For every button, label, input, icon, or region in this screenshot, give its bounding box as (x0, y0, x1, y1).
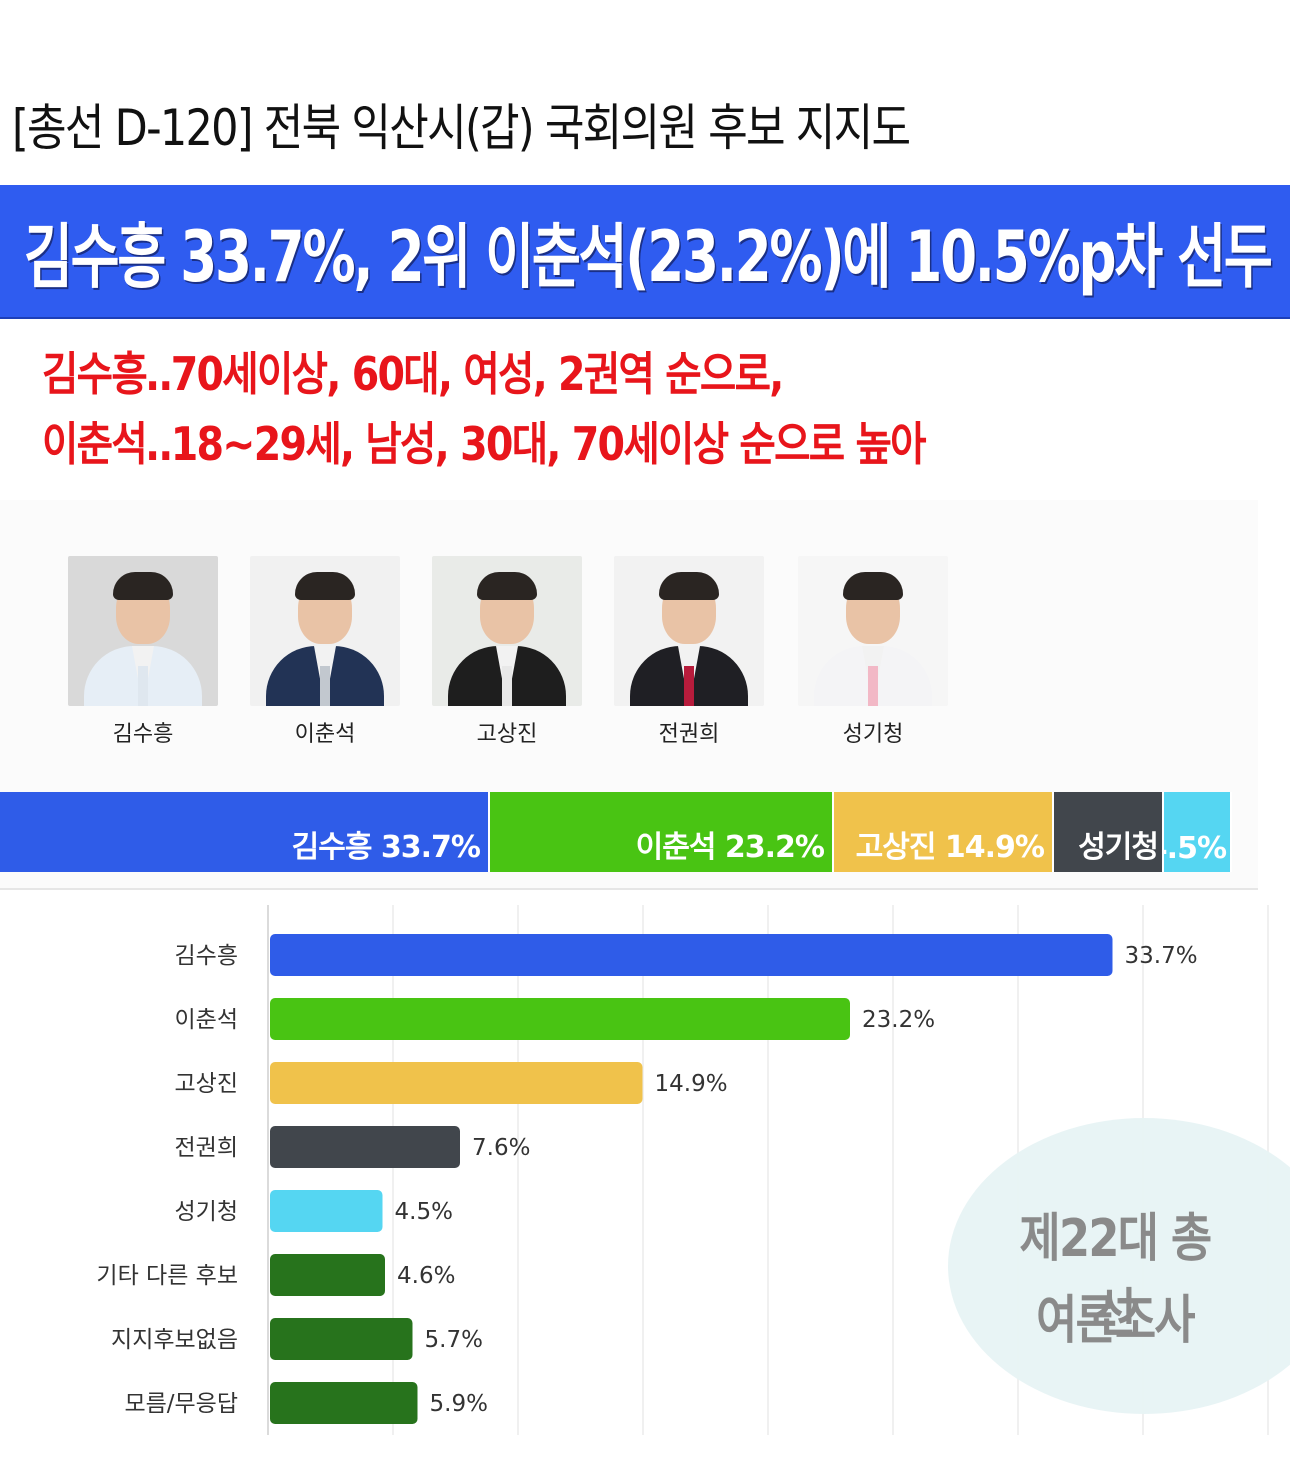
data-label: 4.5% (395, 1199, 453, 1225)
data-label: 33.7% (1125, 943, 1198, 969)
stacked-segment-label: 이춘석 23.2% (635, 830, 825, 865)
candidate-photo (798, 556, 948, 706)
candidate-photo (250, 556, 400, 706)
candidate-name: 고상진 (476, 722, 538, 747)
candidate-photo (432, 556, 582, 706)
category-label: 고상진 (175, 1071, 238, 1097)
candidate-photo (68, 556, 218, 706)
page-title: [총선 D-120] 전북 익산시(갑) 국회의원 후보 지지도 (12, 99, 911, 157)
stacked-segment-label: 4.5% (1164, 831, 1227, 866)
stacked-segment: 성기청 (1054, 792, 1164, 872)
bar (270, 1254, 385, 1296)
candidate-photo (614, 556, 764, 706)
candidate-card: 이춘석 (250, 556, 400, 748)
survey-badge (948, 1118, 1290, 1414)
survey-badge-line-1: 제22대 총선 (1019, 1209, 1213, 1344)
stacked-segment: 이춘석 23.2% (490, 792, 834, 872)
stacked-segment-label: 고상진 14.9% (855, 830, 1045, 865)
stacked-segment-label: 김수흥 33.7% (291, 830, 481, 865)
candidate-card: 성기청 (798, 556, 948, 748)
data-label: 4.6% (397, 1263, 455, 1289)
data-label: 7.6% (472, 1135, 530, 1161)
candidate-name: 이춘석 (294, 722, 356, 747)
stacked-segment-label: 성기청 (1078, 830, 1159, 865)
category-label: 성기청 (175, 1199, 238, 1225)
headline-banner: 김수흥 33.7%, 2위 이춘석(23.2%)에 10.5%p차 선두 (0, 185, 1290, 319)
candidate-name: 전권희 (658, 722, 720, 747)
bar (270, 998, 850, 1040)
stacked-segment: 고상진 14.9% (834, 792, 1054, 872)
data-label: 5.7% (425, 1327, 483, 1353)
bar (270, 1190, 383, 1232)
data-label: 14.9% (655, 1071, 728, 1097)
stacked-segment: 김수흥 33.7% (0, 792, 490, 872)
category-label: 김수흥 (175, 943, 238, 969)
bar (270, 934, 1113, 976)
subheadline-line-1: 김수흥‥70세이상, 60대, 여성, 2권역 순으로, (42, 347, 784, 401)
data-label: 5.9% (430, 1391, 488, 1417)
category-label: 모름/무응답 (124, 1391, 238, 1417)
candidate-card: 전권희 (614, 556, 764, 748)
candidate-name: 김수흥 (112, 722, 174, 747)
category-label: 지지후보없음 (111, 1327, 238, 1353)
data-label: 23.2% (862, 1007, 935, 1033)
bar (270, 1318, 413, 1360)
category-label: 기타 다른 후보 (96, 1263, 238, 1289)
bar (270, 1126, 460, 1168)
category-label: 전권희 (175, 1135, 238, 1161)
candidate-card: 김수흥 (68, 556, 218, 748)
category-label: 이춘석 (175, 1007, 238, 1033)
subheadline-line-2: 이춘석‥18~29세, 남성, 30대, 70세이상 순으로 높아 (42, 417, 927, 471)
stacked-segment: 4.5% (1164, 792, 1232, 872)
bar (270, 1382, 418, 1424)
divider (0, 888, 1258, 890)
candidate-name: 성기청 (842, 722, 904, 747)
bar (270, 1062, 643, 1104)
survey-badge-line-2: 여론조사 (1036, 1291, 1195, 1351)
horizontal-bar-chart: 김수흥 33.7% 이춘석 23.2% 고상진 14.9% 전권희 7.6% 성기청 4.5% 기타… (96, 905, 1269, 1435)
candidate-card: 고상진 (432, 556, 582, 748)
headline-text: 김수흥 33.7%, 2위 이춘석(23.2%)에 10.5%p차 선두 (24, 216, 1273, 298)
